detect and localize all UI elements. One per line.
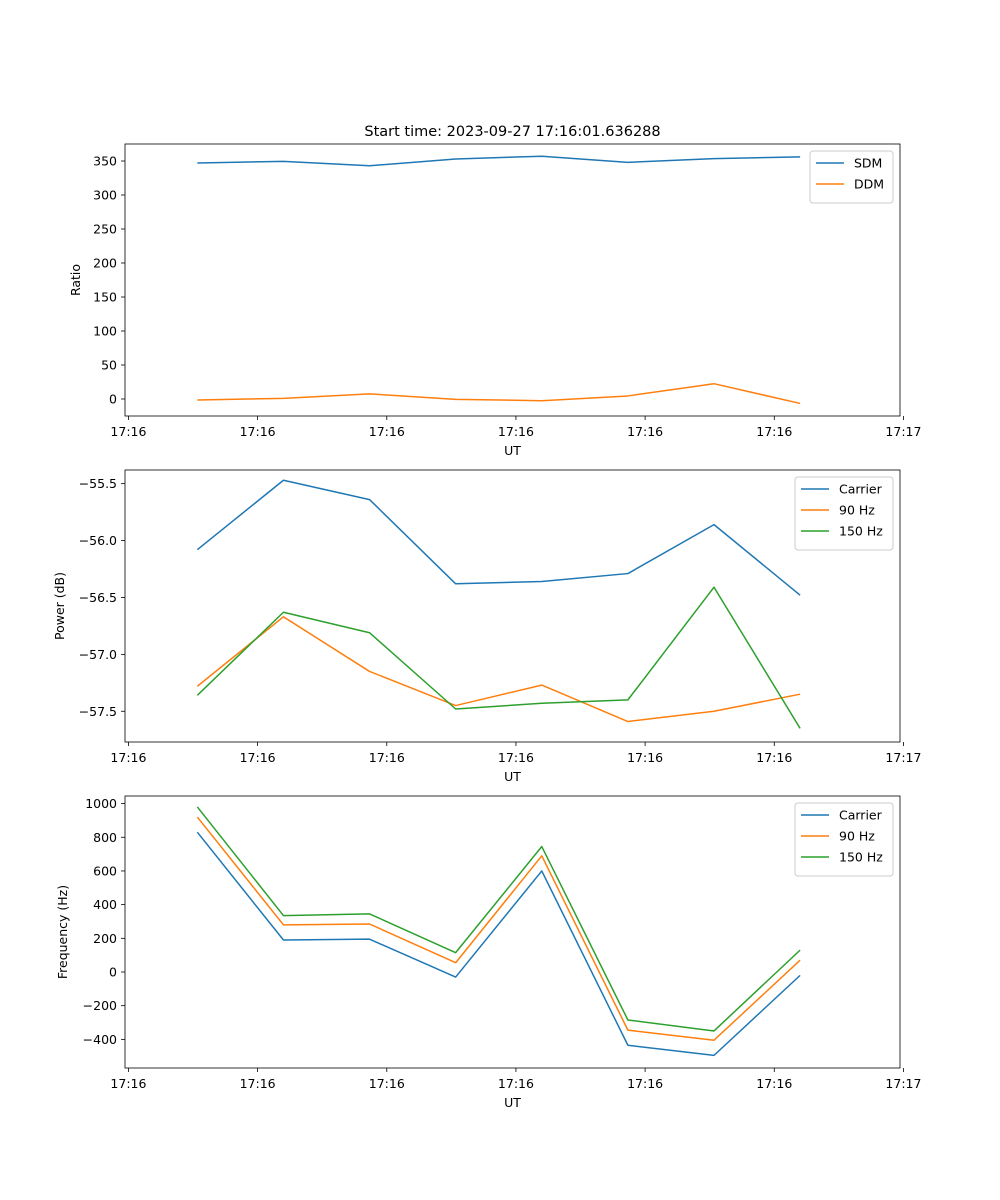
x-tick-label: 17:16 <box>240 424 276 439</box>
y-tick-label: 250 <box>93 222 117 237</box>
series-line-ddm <box>197 382 801 405</box>
y-tick-label: 350 <box>93 154 117 169</box>
x-tick-label: 17:16 <box>756 424 792 439</box>
series-line-carrier <box>196 831 801 1057</box>
y-tick-label: −57.5 <box>79 704 117 719</box>
y-tick-label: 200 <box>93 256 117 271</box>
chart-panel-2: 17:16 17:16 17:16 17:16 17:16 17:16 17:17 −57.5… <box>52 469 921 784</box>
y-axis-label: Frequency (Hz) <box>55 885 70 979</box>
legend-frame <box>809 150 894 204</box>
x-tick-label: 17:17 <box>885 424 921 439</box>
legend-label-90-hz: 90 Hz <box>839 829 875 844</box>
x-tick-label: 17:16 <box>498 750 534 765</box>
x-tick-label: 17:17 <box>885 750 921 765</box>
x-tick-label: 17:16 <box>627 424 663 439</box>
x-tick-label: 17:16 <box>369 750 405 765</box>
y-tick-label: −57.0 <box>79 647 117 662</box>
legend-label-sdm: SDM <box>854 156 882 171</box>
x-tick-label: 17:16 <box>756 1076 792 1091</box>
y-tick-label: −400 <box>83 1032 117 1047</box>
figure-title: Start time: 2023-09-27 17:16:01.636288 <box>364 124 660 140</box>
x-tick-label: 17:16 <box>369 424 405 439</box>
x-tick-label: 17:16 <box>110 1076 146 1091</box>
y-tick-label: 1000 <box>85 796 117 811</box>
axes-frame <box>124 469 901 743</box>
series-line-sdm <box>197 155 801 167</box>
x-tick-label: 17:16 <box>110 424 146 439</box>
x-tick-label: 17:17 <box>885 1076 921 1091</box>
x-axis-label: UT <box>504 769 521 784</box>
x-axis-label: UT <box>504 1095 521 1110</box>
y-tick-label: −200 <box>83 998 117 1013</box>
y-axis-label: Power (dB) <box>52 572 67 640</box>
y-tick-label: 800 <box>93 830 117 845</box>
axes-frame <box>124 795 901 1069</box>
legend-label-carrier: Carrier <box>839 808 883 823</box>
y-tick-label: 0 <box>109 392 117 407</box>
x-tick-label: 17:16 <box>498 1076 534 1091</box>
x-tick-label: 17:16 <box>627 750 663 765</box>
series-line-carrier <box>196 479 801 596</box>
x-tick-label: 17:16 <box>756 750 792 765</box>
y-tick-label: 100 <box>93 324 117 339</box>
x-tick-label: 17:16 <box>627 1076 663 1091</box>
series-line-90-hz <box>196 816 801 1041</box>
x-tick-label: 17:16 <box>110 750 146 765</box>
legend: Carrier 90 Hz 150 Hz <box>794 802 894 877</box>
y-tick-label: 600 <box>93 863 117 878</box>
x-tick-label: 17:16 <box>240 1076 276 1091</box>
series-line-150-hz <box>196 806 801 1032</box>
legend-label-carrier: Carrier <box>839 482 883 497</box>
y-tick-label: −56.0 <box>79 533 117 548</box>
legend-label-90-hz: 90 Hz <box>839 503 875 518</box>
legend-label-150-hz: 150 Hz <box>839 524 883 539</box>
series-line-90-hz <box>196 616 801 723</box>
y-axis-label: Ratio <box>68 264 83 296</box>
legend-label-ddm: DDM <box>854 177 884 192</box>
legend-label-150-hz: 150 Hz <box>839 850 883 865</box>
y-tick-label: 50 <box>101 358 117 373</box>
y-tick-label: 0 <box>109 965 117 980</box>
x-tick-label: 17:16 <box>240 750 276 765</box>
series-line-150-hz <box>196 586 801 729</box>
chart-panel-3: 17:16 17:16 17:16 17:16 17:16 17:16 17:17 −400 −… <box>55 795 921 1110</box>
x-axis-label: UT <box>504 443 521 458</box>
x-tick-label: 17:16 <box>498 424 534 439</box>
y-tick-label: −55.5 <box>79 476 117 491</box>
legend: Carrier 90 Hz 150 Hz <box>794 476 894 551</box>
y-tick-label: 400 <box>93 897 117 912</box>
y-tick-label: −56.5 <box>79 590 117 605</box>
x-tick-label: 17:16 <box>369 1076 405 1091</box>
y-tick-label: 200 <box>93 931 117 946</box>
legend: SDM DDM <box>809 150 894 204</box>
y-tick-label: 300 <box>93 188 117 203</box>
y-tick-label: 150 <box>93 290 117 305</box>
axes-frame <box>124 143 901 417</box>
chart-panel-1: 17:16 17:16 17:16 17:16 17:16 17:16 17:17 0 50 10… <box>68 143 921 458</box>
